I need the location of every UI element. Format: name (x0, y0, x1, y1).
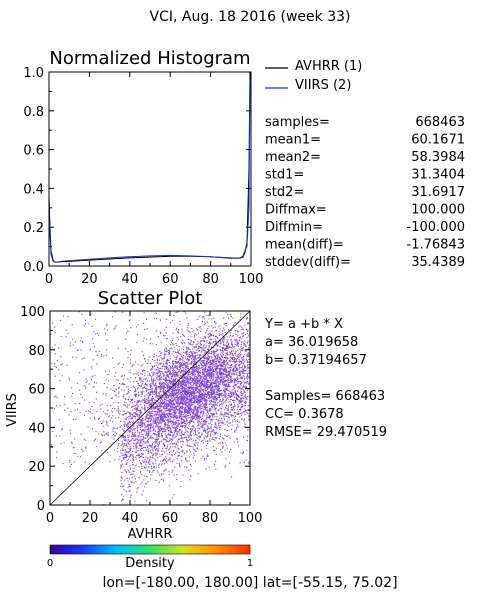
histogram-x-tick-label: 100 (239, 272, 264, 287)
scatter-title: Scatter Plot (98, 288, 203, 309)
histogram-chart: Normalized Histogram 0 20 40 60 80 1000.00.20… (23, 48, 263, 287)
scatter-y-tick-label: 80 (28, 344, 45, 359)
scatter-x-tick-label: 40 (122, 511, 139, 526)
stat-value: 31.6917 (411, 185, 465, 200)
colorbar-min-label: 0 (47, 558, 53, 569)
colorbar-title: Density (125, 556, 175, 571)
scatter-x-tick-label: 80 (202, 511, 219, 526)
histogram-y-tick-label: 1.0 (23, 66, 44, 81)
colorbar-max-label: 1 (247, 558, 253, 569)
histogram-x-tick-label: 60 (162, 272, 179, 287)
legend-label-avhrr: AVHRR (1) (295, 59, 362, 74)
regression-a: a= 36.019658 (265, 335, 358, 350)
regression-block: Y= a +b * X a= 36.019658 b= 0.37194657 S… (264, 317, 387, 440)
stat-value: -100.000 (407, 220, 465, 235)
stat-label: Diffmax= (265, 203, 327, 218)
histogram-y-tick-label: 0.4 (23, 182, 44, 197)
histogram-series-line-avhrr (49, 72, 251, 263)
stat-label: std1= (265, 168, 304, 183)
stat-value: 60.1671 (411, 133, 465, 148)
histogram-series-line-viirs (49, 79, 251, 263)
scatter-frame (49, 310, 251, 506)
scatter-x-tick-label: 60 (162, 511, 179, 526)
scatter-points-group (50, 311, 250, 505)
stat-value: -1.76843 (407, 238, 465, 253)
density-colorbar: 0 Density 1 (47, 544, 253, 571)
legend-label-viirs: VIIRS (2) (295, 78, 351, 93)
histogram-x-tick-label: 40 (122, 272, 139, 287)
regression-rmse: RMSE= 29.470519 (265, 425, 387, 440)
scatter-axes: 0 20 40 60 80 100 0 20 40 60 80 100 (20, 305, 262, 526)
stat-label: samples= (265, 115, 330, 130)
regression-cc: CC= 0.3678 (265, 407, 344, 422)
histogram-axes: 0 20 40 60 80 100 0.0 0.2 0.4 0.6 0.8 1.0 (23, 66, 263, 287)
regression-samples: Samples= 668463 (265, 389, 385, 404)
scatter-y-tick-label: 60 (28, 383, 45, 398)
histogram-y-tick-label: 0.0 (23, 260, 44, 275)
stat-label: mean2= (265, 150, 321, 165)
scatter-x-axis-label: AVHRR (128, 527, 173, 542)
stat-label: Diffmin= (265, 220, 323, 235)
regression-b: b= 0.37194657 (265, 353, 367, 368)
scatter-chart: Scatter Plot 0 20 40 60 80 100 0 20 40 60 80 100 AV… (5, 288, 262, 542)
stat-label: stddev(diff)= (265, 255, 351, 270)
colorbar-bar (49, 544, 251, 555)
scatter-x-tick-label: 20 (82, 511, 99, 526)
scatter-y-tick-label: 0 (37, 499, 45, 514)
stat-label: mean1= (265, 133, 321, 148)
histogram-frame (48, 71, 252, 267)
stat-value: 58.3984 (411, 150, 465, 165)
histogram-y-tick-label: 0.6 (23, 144, 44, 159)
regression-equation: Y= a +b * X (264, 317, 343, 332)
scatter-x-tick-label: 100 (238, 511, 263, 526)
histogram-x-tick-label: 80 (202, 272, 219, 287)
stat-value: 35.4389 (411, 255, 465, 270)
scatter-y-tick-label: 20 (28, 460, 45, 475)
histogram-y-tick-label: 0.8 (23, 105, 44, 120)
histogram-x-tick-label: 20 (81, 272, 98, 287)
histogram-series-group (49, 72, 251, 263)
footer-coordinates: lon=[-180.00, 180.00] lat=[-55.15, 75.02… (102, 575, 397, 591)
stat-value: 668463 (415, 115, 465, 130)
statistics-block: samples= 668463 mean1= 60.1671 mean2= 58.3984… (265, 115, 465, 270)
stat-label: mean(diff)= (265, 238, 344, 253)
page-title: VCI, Aug. 18 2016 (week 33) (150, 9, 351, 25)
histogram-y-tick-label: 0.2 (23, 221, 44, 236)
stat-label: std2= (265, 185, 304, 200)
histogram-legend: AVHRR (1) VIIRS (2) (265, 59, 362, 93)
stat-value: 100.000 (411, 203, 465, 218)
scatter-points (50, 311, 250, 505)
scatter-y-tick-label: 100 (20, 305, 45, 320)
scatter-y-tick-label: 40 (28, 421, 45, 436)
reference-line-1to1 (49, 310, 251, 506)
histogram-title: Normalized Histogram (49, 48, 250, 69)
stat-value: 31.3404 (411, 168, 465, 183)
histogram-x-tick-label: 0 (45, 272, 53, 287)
scatter-y-axis-label: VIIRS (5, 393, 20, 427)
scatter-x-tick-label: 0 (46, 511, 54, 526)
